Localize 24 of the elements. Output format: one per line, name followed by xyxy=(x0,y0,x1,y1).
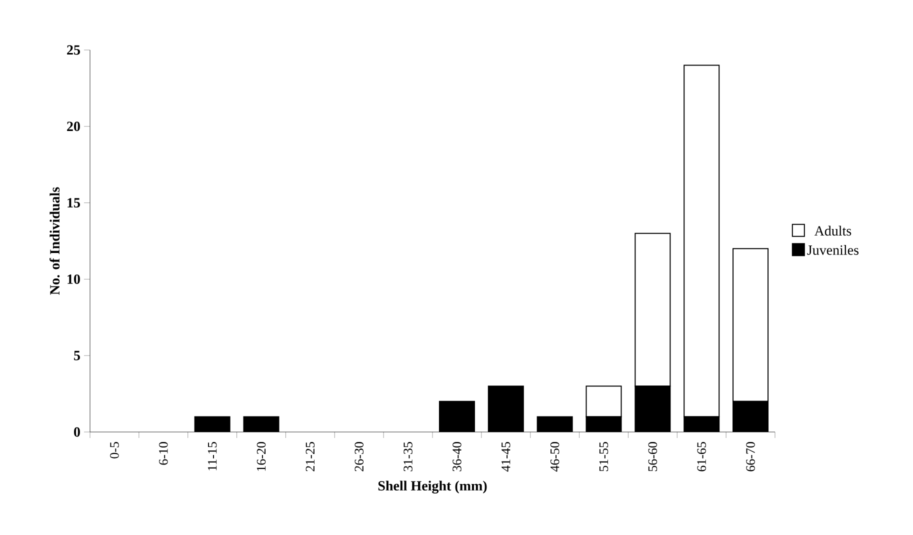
y-tick-label: 10 xyxy=(68,274,80,284)
legend-label: Adults xyxy=(814,226,852,236)
y-tick-label: 25 xyxy=(67,45,80,55)
legend-label: Juveniles xyxy=(807,244,858,255)
x-tick-label: 56-60 xyxy=(648,442,658,472)
x-tick-label: 31-35 xyxy=(404,442,412,472)
x-tick-label: 51-55 xyxy=(599,442,608,472)
x-tick-label: 6-10 xyxy=(159,442,168,465)
x-tick-label: 16-20 xyxy=(256,442,266,471)
x-tick-label: 46-50 xyxy=(550,442,560,472)
y-tick-label: 15 xyxy=(68,198,80,208)
x-tick-label: 66-70 xyxy=(746,442,755,472)
y-tick-label: 0 xyxy=(74,427,80,437)
x-axis-title: Shell Height (mm) xyxy=(378,480,487,494)
x-tick-label: 11-15 xyxy=(208,442,217,470)
x-tick-label: 41-45 xyxy=(502,442,510,472)
y-tick-label: 20 xyxy=(67,122,80,132)
x-tick-label: 21-25 xyxy=(306,442,315,472)
x-tick-label: 36-40 xyxy=(452,442,462,472)
y-axis-title: No. of Individuals xyxy=(50,187,60,295)
x-tick-label: 61-65 xyxy=(697,442,706,472)
x-tick-label: 0-5 xyxy=(110,442,119,458)
x-tick-label: 26-30 xyxy=(354,442,364,472)
y-tick-label: 5 xyxy=(74,350,80,360)
